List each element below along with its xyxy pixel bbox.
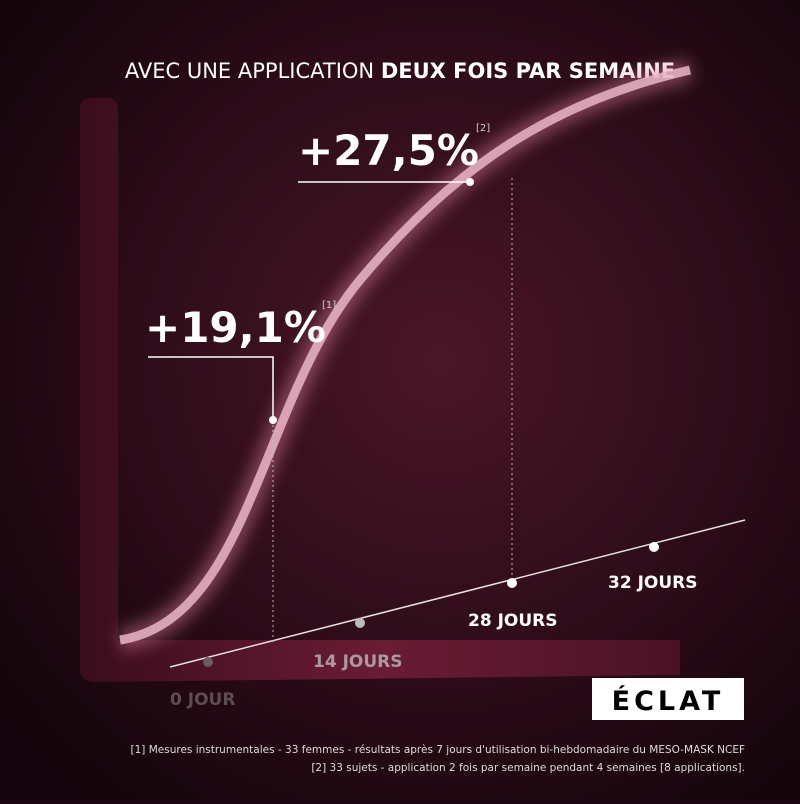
axis-label: 32 JOURS	[608, 573, 698, 593]
axis-dot	[649, 542, 659, 552]
badge-box	[592, 678, 744, 720]
footnote: [2] 33 sujets - application 2 fois par s…	[311, 762, 745, 774]
axis-dot	[355, 618, 365, 628]
axis-label: 0 JOUR	[170, 690, 235, 710]
axis-dot	[507, 578, 517, 588]
callout-dot	[466, 178, 474, 186]
axis-label: 28 JOURS	[468, 611, 558, 631]
callout-dot	[269, 416, 277, 424]
callout-value: +27,5%	[298, 126, 479, 175]
time-axis	[169, 519, 746, 668]
curve	[119, 65, 692, 645]
callout-note: [2]	[476, 123, 490, 134]
badge: ÉCLAT	[612, 685, 725, 717]
callout-note: [1]	[322, 300, 336, 311]
callout-line	[148, 356, 274, 420]
callout-value: +19,1%	[145, 303, 326, 352]
axis-label: 14 JOURS	[313, 652, 403, 672]
footnote: [1] Mesures instrumentales - 33 femmes -…	[131, 744, 746, 756]
title: AVEC UNE APPLICATION DEUX FOIS PAR SEMAI…	[125, 59, 675, 83]
axis-dot	[203, 657, 213, 667]
